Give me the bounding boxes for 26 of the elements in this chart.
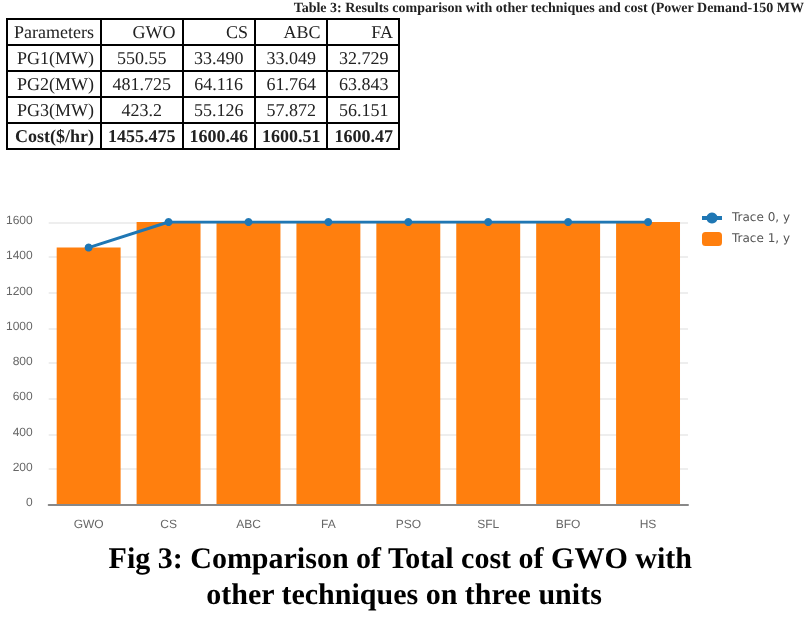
text: 63.843 — [338, 74, 389, 94]
text: Parameters — [7, 19, 101, 45]
text: 56.151 — [338, 100, 389, 120]
text: 1600.51 — [261, 126, 321, 146]
text: 32.729 — [338, 48, 389, 68]
category-label: FA — [327, 19, 400, 45]
text: 57.872 — [266, 100, 316, 120]
category-label: GWO — [100, 19, 183, 45]
category-label: PG2(MW) — [16, 74, 94, 94]
text: 423.2 — [121, 100, 162, 120]
text: 481.725 — [112, 74, 171, 94]
text: 33.490 — [193, 48, 244, 68]
category-label: PG1(MW) — [16, 48, 94, 68]
text: 55.126 — [193, 100, 244, 120]
category-label: PG3(MW) — [16, 100, 94, 120]
category-label: CS — [182, 19, 255, 45]
category-label: Cost($/hr) — [14, 126, 94, 146]
text: 61.764 — [266, 74, 316, 94]
category-label: ABC — [254, 19, 328, 45]
text: 1600.47 — [334, 126, 393, 146]
caption: Fig 3: Comparison of Total cost of GWO with other techniques on three units — [108, 544, 700, 612]
text: 1455.475 — [107, 126, 176, 146]
text: 1600.46 — [189, 126, 248, 146]
text: 64.116 — [194, 74, 244, 94]
text: 33.049 — [266, 48, 316, 68]
text: 550.55 — [116, 48, 167, 68]
